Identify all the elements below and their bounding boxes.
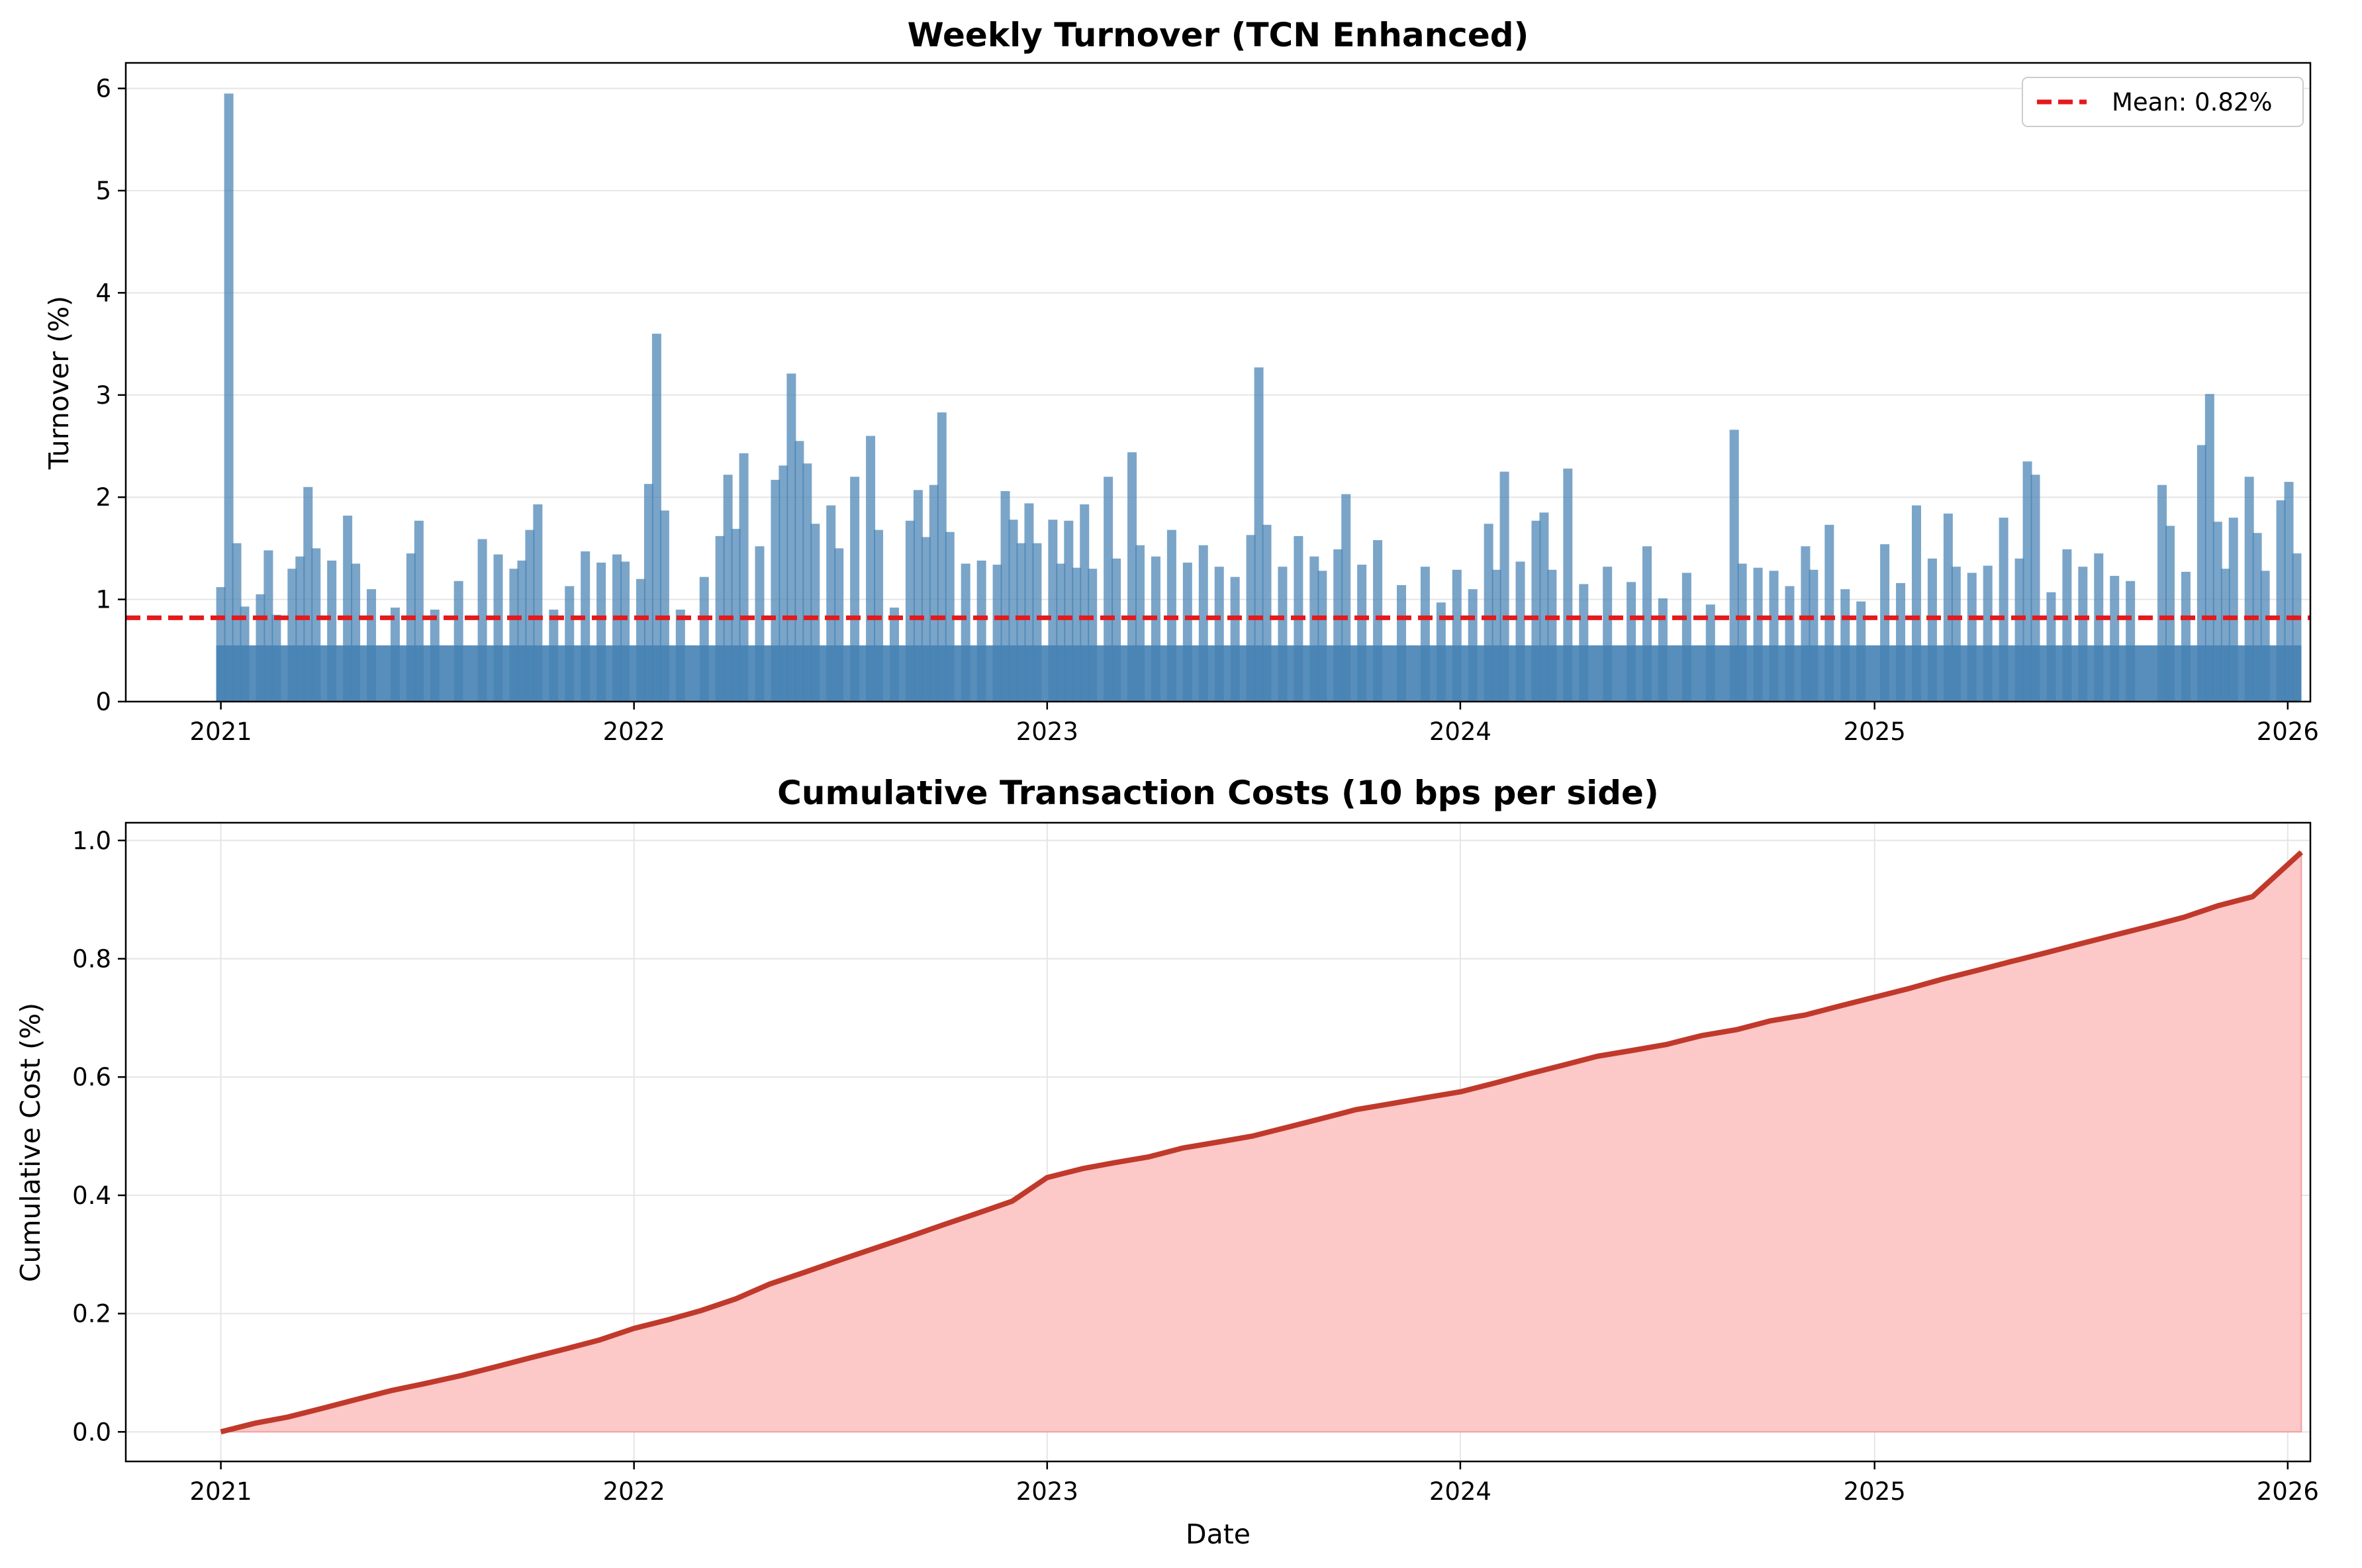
turnover-x-tick-label: 2021 <box>190 717 252 746</box>
turnover-bar <box>937 412 947 702</box>
turnover-bar <box>1499 471 1509 702</box>
turnover-x-tick-label: 2026 <box>2257 717 2319 746</box>
cumulative-y-tick-label: 0.0 <box>72 1418 111 1446</box>
turnover-y-tick-label: 5 <box>95 177 111 205</box>
turnover-bar <box>1563 468 1573 702</box>
turnover-base-band <box>216 645 2302 702</box>
turnover-y-tick-label: 3 <box>95 381 111 410</box>
legend-mean-label: Mean: 0.82% <box>2112 88 2273 116</box>
cumulative-plot-frame <box>124 821 2312 1463</box>
turnover-plot-frame <box>124 62 2312 703</box>
turnover-bar <box>723 475 733 702</box>
turnover-y-tick-label: 2 <box>95 483 111 512</box>
turnover-bar <box>2022 461 2032 702</box>
turnover-bar <box>802 463 812 702</box>
turnover-bar <box>779 465 788 702</box>
cumulative-x-ticks: 2021 2022 2023 2024 2025 2026 <box>190 1461 2319 1506</box>
turnover-y-tick-label: 4 <box>95 279 111 307</box>
turnover-x-tick-label: 2025 <box>1844 717 1906 746</box>
turnover-bar <box>2197 445 2206 702</box>
cumulative-cost-chart: Cumulative Transaction Costs (10 bps per… <box>15 774 2319 1550</box>
turnover-x-tick-label: 2023 <box>1016 717 1078 746</box>
turnover-bars <box>216 93 2302 702</box>
turnover-bar <box>794 441 804 702</box>
turnover-bar <box>224 93 234 702</box>
cumulative-y-tick-label: 0.6 <box>72 1063 111 1091</box>
cumulative-chart-title: Cumulative Transaction Costs (10 bps per… <box>777 774 1659 812</box>
turnover-bar <box>651 334 661 702</box>
turnover-chart-title: Weekly Turnover (TCN Enhanced) <box>908 16 1529 54</box>
cumulative-line <box>220 850 2303 1435</box>
turnover-legend: Mean: 0.82% <box>2022 77 2304 127</box>
turnover-bar <box>866 436 876 702</box>
turnover-bar <box>1729 430 1739 702</box>
cumulative-x-axis-label: Date <box>1186 1518 1251 1550</box>
cumulative-y-tick-label: 1.0 <box>72 827 111 855</box>
turnover-x-tick-label: 2024 <box>1429 717 1491 746</box>
turnover-y-tick-label: 6 <box>95 75 111 103</box>
turnover-y-axis-label: Turnover (%) <box>43 296 75 470</box>
cumulative-y-tick-label: 0.4 <box>72 1181 111 1210</box>
cumulative-x-tick-label: 2025 <box>1844 1477 1906 1506</box>
turnover-y-ticks: 0 1 2 3 4 5 6 <box>95 75 126 716</box>
turnover-x-tick-label: 2022 <box>603 717 665 746</box>
turnover-bar <box>1127 452 1137 702</box>
cumulative-y-ticks: 0.0 0.2 0.4 0.6 0.8 1.0 <box>72 827 126 1446</box>
turnover-bar <box>739 453 749 702</box>
turnover-bar <box>2030 475 2040 702</box>
cumulative-y-axis-label: Cumulative Cost (%) <box>15 1003 46 1282</box>
turnover-y-tick-label: 1 <box>95 586 111 614</box>
turnover-x-ticks: 2021 2022 2023 2024 2025 2026 <box>190 702 2319 746</box>
cumulative-x-tick-label: 2024 <box>1429 1477 1491 1506</box>
cumulative-y-tick-label: 0.8 <box>72 945 111 974</box>
cumulative-x-tick-label: 2026 <box>2257 1477 2319 1506</box>
cumulative-x-tick-label: 2023 <box>1016 1477 1078 1506</box>
turnover-y-tick-label: 0 <box>95 688 111 716</box>
cumulative-y-tick-label: 0.2 <box>72 1300 111 1328</box>
legend-box <box>2022 77 2304 127</box>
cumulative-x-tick-label: 2021 <box>190 1477 252 1506</box>
turnover-bar <box>2204 394 2214 702</box>
cumulative-x-tick-label: 2022 <box>603 1477 665 1506</box>
turnover-chart: Weekly Turnover (TCN Enhanced) 0 1 2 3 4 5 6 2… <box>43 16 2319 746</box>
